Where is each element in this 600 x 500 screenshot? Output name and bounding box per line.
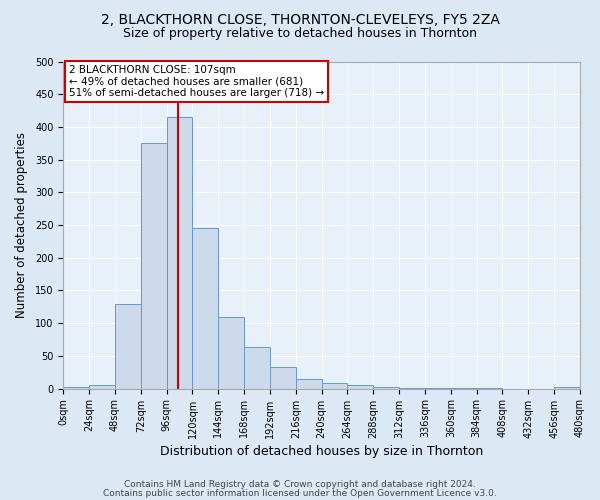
Text: Size of property relative to detached houses in Thornton: Size of property relative to detached ho…: [123, 28, 477, 40]
X-axis label: Distribution of detached houses by size in Thornton: Distribution of detached houses by size …: [160, 444, 483, 458]
Bar: [270, 367, 296, 388]
Y-axis label: Number of detached properties: Number of detached properties: [15, 132, 28, 318]
Text: 2, BLACKTHORN CLOSE, THORNTON-CLEVELEYS, FY5 2ZA: 2, BLACKTHORN CLOSE, THORNTON-CLEVELEYS,…: [101, 12, 499, 26]
Bar: [322, 384, 347, 388]
Bar: [244, 348, 270, 389]
Bar: [141, 144, 167, 388]
Text: 2 BLACKTHORN CLOSE: 107sqm
← 49% of detached houses are smaller (681)
51% of sem: 2 BLACKTHORN CLOSE: 107sqm ← 49% of deta…: [68, 65, 324, 98]
Bar: [115, 304, 141, 388]
Bar: [89, 386, 115, 388]
Bar: [218, 316, 244, 388]
Bar: [193, 228, 218, 388]
Bar: [347, 386, 373, 388]
Text: Contains public sector information licensed under the Open Government Licence v3: Contains public sector information licen…: [103, 488, 497, 498]
Bar: [63, 386, 89, 388]
Text: Contains HM Land Registry data © Crown copyright and database right 2024.: Contains HM Land Registry data © Crown c…: [124, 480, 476, 489]
Bar: [167, 117, 193, 388]
Bar: [296, 379, 322, 388]
Bar: [554, 386, 580, 388]
